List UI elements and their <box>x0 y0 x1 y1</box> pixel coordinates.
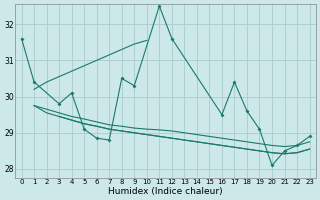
X-axis label: Humidex (Indice chaleur): Humidex (Indice chaleur) <box>108 187 223 196</box>
